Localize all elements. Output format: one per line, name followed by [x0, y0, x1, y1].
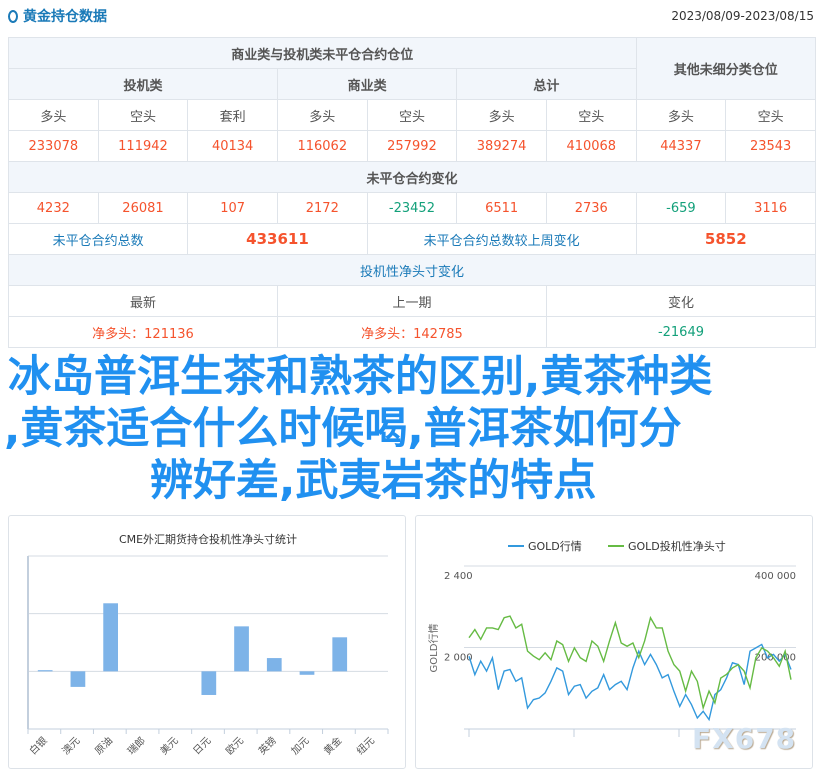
- change-value: 2172: [276, 192, 368, 224]
- x-tick-label: 白银: [26, 734, 49, 757]
- group-header: 商业类与投机类未平仓合约仓位: [8, 37, 637, 69]
- page-title: 黄金持仓数据: [8, 6, 107, 26]
- gold-position-table: 商业类与投机类未平仓合约仓位 其他未细分类仓位 投机类 商业类 总计 多头 空头套…: [7, 37, 817, 348]
- change-value: 4232: [8, 192, 99, 224]
- position-value: 111942: [97, 130, 189, 162]
- series-line-gold-price: [468, 643, 792, 722]
- column-header: 多头: [276, 99, 368, 131]
- position-value: 389274: [456, 130, 547, 162]
- change-value: -23452: [366, 192, 458, 224]
- bar-白银: [37, 670, 53, 672]
- column-header: 多头: [635, 99, 727, 131]
- total-change-value: 5852: [635, 223, 817, 255]
- watermark: FX678: [692, 722, 797, 755]
- x-tick-label: 日元: [191, 735, 213, 757]
- x-tick-label: 英镑: [256, 734, 279, 757]
- y-left-tick-label: 2 400: [444, 571, 473, 582]
- bar-chart-panel: CME外汇期货持仓投机性净头寸统计白银 澳元 原油 瑞郎 美元 日元 欧元 英镑 加元 黄金 纽元: [8, 515, 406, 769]
- y-axis-label: GOLD行情: [427, 624, 440, 673]
- change-value: -659: [635, 192, 727, 224]
- overlay-line: 辨好差,武夷岩茶的特点: [150, 456, 597, 506]
- bar-澳元: [70, 671, 86, 687]
- series-line-net-position: [468, 615, 792, 711]
- net-previous: 净多头：142785: [276, 316, 547, 348]
- legend-label[interactable]: GOLD投机性净头寸: [628, 539, 726, 553]
- other-header: 其他未细分类仓位: [635, 37, 817, 100]
- overlay-line: ,黄茶适合什么时候喝,普洱茶如何分: [4, 404, 682, 454]
- bar-欧元: [234, 626, 249, 672]
- overlay-line: 冰岛普洱生茶和熟茶的区别,黄茶种类: [8, 352, 713, 402]
- bar-原油: [103, 603, 118, 672]
- change-value: 2736: [545, 192, 637, 224]
- net-change: -21649: [545, 316, 817, 348]
- net-latest: 净多头：121136: [8, 316, 278, 348]
- y-right-tick-label: 400 000: [755, 571, 796, 582]
- sub-header: 总计: [456, 68, 637, 100]
- column-header: 空头: [366, 99, 458, 131]
- x-tick-label: 美元: [157, 734, 180, 757]
- position-value: 233078: [8, 130, 99, 162]
- date-range: 2023/08/09-2023/08/15: [671, 9, 814, 23]
- net-col: 上一期: [276, 285, 547, 317]
- y-left-tick-label: 2 000: [444, 653, 473, 664]
- column-header: 多头: [8, 99, 99, 131]
- column-header: 多头: [456, 99, 547, 131]
- y-right-tick-label: 200 000: [755, 653, 796, 664]
- bar-黄金: [332, 637, 348, 672]
- total-label: 未平仓合约总数: [7, 223, 189, 255]
- net-col: 最新: [8, 285, 278, 317]
- x-tick-label: 纽元: [354, 734, 377, 757]
- column-header: 套利: [187, 99, 278, 131]
- change-value: 26081: [97, 192, 189, 224]
- change-value: 107: [187, 192, 278, 224]
- x-tick-label: 原油: [92, 734, 115, 757]
- total-value: 433611: [187, 223, 368, 255]
- position-value: 116062: [276, 130, 368, 162]
- position-value: 410068: [545, 130, 637, 162]
- legend-label[interactable]: GOLD行情: [528, 540, 582, 553]
- x-tick-label: 瑞郎: [125, 734, 148, 757]
- change-value: 3116: [725, 192, 816, 224]
- column-header: 空头: [545, 99, 637, 131]
- column-header: 空头: [97, 99, 189, 131]
- position-value: 257992: [366, 130, 458, 162]
- x-tick-label: 加元: [289, 735, 312, 758]
- line-chart-panel: 2 400 2 000 400 000 200 000 GOLD行情 GOLD行情 GOLD…: [415, 515, 813, 769]
- bar-日元: [201, 671, 217, 695]
- column-header: 空头: [725, 99, 816, 131]
- position-value: 44337: [635, 130, 727, 162]
- change-value: 6511: [456, 192, 547, 224]
- x-tick-label: 黄金: [321, 734, 344, 757]
- sub-header: 商业类: [276, 68, 458, 100]
- position-value: 40134: [187, 130, 278, 162]
- title-text: 黄金持仓数据: [23, 9, 107, 25]
- bar-加元: [299, 671, 315, 675]
- bar-英镑: [266, 658, 282, 672]
- circle-icon: [8, 9, 18, 23]
- total-change-label: 未平仓合约总数较上周变化: [366, 223, 637, 255]
- net-col: 变化: [545, 285, 817, 317]
- position-value: 23543: [725, 130, 816, 162]
- change-title: 未平仓合约变化: [8, 161, 816, 193]
- x-tick-label: 澳元: [59, 734, 82, 757]
- x-tick-label: 欧元: [223, 735, 246, 758]
- bar-chart-title: CME外汇期货持仓投机性净头寸统计: [119, 532, 297, 546]
- sub-header: 投机类: [8, 68, 278, 100]
- net-title: 投机性净头寸变化: [8, 254, 816, 286]
- headline-overlay: 冰岛普洱生茶和熟茶的区别,黄茶种类 ,黄茶适合什么时候喝,普洱茶如何分 辨好差,…: [0, 352, 820, 510]
